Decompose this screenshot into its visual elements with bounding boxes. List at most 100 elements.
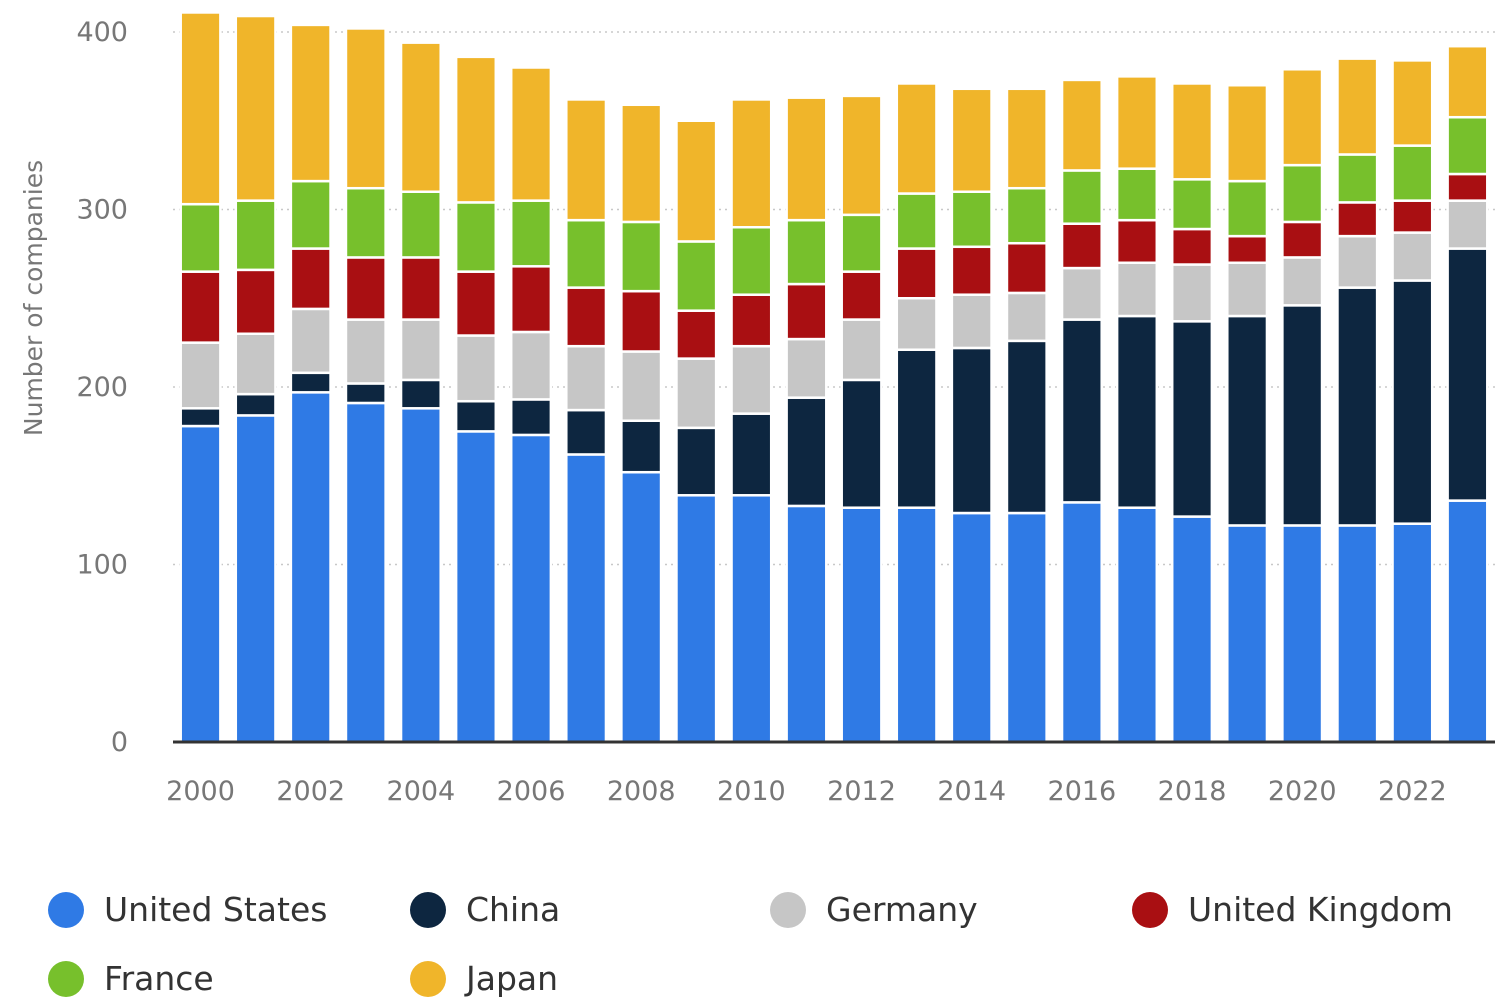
bar-segment bbox=[1170, 515, 1214, 744]
bar-segment bbox=[1170, 178, 1214, 231]
bar-segment bbox=[730, 293, 773, 348]
x-tick-label: 2014 bbox=[937, 776, 1006, 807]
bar-segment bbox=[399, 407, 442, 744]
bar-stack-2002 bbox=[289, 23, 332, 744]
bar-stack-2022 bbox=[1391, 59, 1434, 744]
bar-segment bbox=[289, 307, 332, 375]
y-tick-label: 0 bbox=[111, 727, 128, 758]
bar-segment bbox=[289, 23, 332, 183]
bar-segment bbox=[454, 270, 498, 337]
x-tick-label: 2000 bbox=[166, 776, 235, 807]
bar-segment bbox=[1391, 522, 1434, 744]
bar-stack-2018 bbox=[1170, 82, 1214, 744]
bar-segment bbox=[895, 506, 938, 744]
legend-label: Japan bbox=[466, 959, 559, 998]
bar-segment bbox=[509, 433, 553, 744]
legend-swatch bbox=[1132, 891, 1168, 928]
bar-segment bbox=[509, 66, 553, 202]
bar-segment bbox=[454, 201, 498, 273]
bar-stack-2021 bbox=[1336, 57, 1379, 744]
bar-segment bbox=[840, 378, 883, 509]
bar-segment bbox=[730, 494, 773, 744]
legend-label: China bbox=[466, 890, 561, 929]
legend-item[interactable]: Japan bbox=[410, 959, 558, 998]
bar-segment bbox=[785, 337, 828, 399]
bar-segment bbox=[234, 332, 277, 396]
bar-segment bbox=[565, 453, 608, 744]
bar-segment bbox=[950, 293, 993, 350]
bar-segment bbox=[399, 41, 442, 194]
bar-segment bbox=[1060, 501, 1103, 744]
gridlines bbox=[173, 31, 1495, 566]
bar-segment bbox=[1281, 304, 1324, 527]
y-axis-ticks: 0 100 200 300 400 bbox=[76, 17, 128, 758]
bar-segment bbox=[620, 419, 663, 474]
bar-stack-2017 bbox=[1115, 75, 1159, 744]
legend-item[interactable]: France bbox=[48, 959, 214, 998]
bar-segment bbox=[1336, 286, 1379, 527]
bar-segment bbox=[620, 350, 663, 422]
bar-stack-2011 bbox=[785, 96, 828, 744]
bar-segment bbox=[1336, 524, 1379, 744]
legend-label: France bbox=[104, 959, 214, 998]
bar-segment bbox=[289, 179, 332, 250]
bar-segment bbox=[840, 318, 883, 382]
bar-stack-2003 bbox=[344, 27, 387, 744]
bar-segment bbox=[1391, 279, 1434, 525]
bar-segment bbox=[840, 94, 883, 217]
bar-segment bbox=[234, 392, 277, 417]
bar-stack-2016 bbox=[1060, 78, 1103, 744]
bar-segment bbox=[454, 334, 498, 403]
legend-item[interactable]: China bbox=[410, 890, 560, 929]
bar-segment bbox=[234, 268, 277, 336]
bar-segment bbox=[1446, 44, 1489, 119]
bar-segment bbox=[234, 199, 277, 272]
bar-segment bbox=[344, 186, 387, 259]
bar-stack-2014 bbox=[950, 87, 993, 744]
bar-segment bbox=[1170, 263, 1214, 323]
bar-segment bbox=[785, 218, 828, 286]
legend-item[interactable]: United Kingdom bbox=[1132, 890, 1453, 929]
bar-segment bbox=[730, 226, 773, 296]
bar-segment bbox=[1336, 153, 1379, 204]
bar-segment bbox=[399, 190, 442, 259]
x-tick-label: 2006 bbox=[497, 776, 566, 807]
bar-segment bbox=[289, 371, 332, 394]
bar-segment bbox=[1170, 320, 1214, 518]
bar-stack-2010 bbox=[730, 98, 773, 744]
x-tick-label: 2016 bbox=[1048, 776, 1117, 807]
bar-segment bbox=[509, 330, 553, 401]
bar-segment bbox=[1281, 256, 1324, 307]
bar-segment bbox=[179, 11, 222, 206]
legend-swatch bbox=[410, 891, 446, 928]
bar-segment bbox=[1391, 231, 1434, 282]
bar-stack-2012 bbox=[840, 94, 883, 744]
bar-segment bbox=[840, 506, 883, 744]
bar-segment bbox=[1060, 169, 1103, 225]
bar-segment bbox=[1446, 499, 1489, 744]
legend-item[interactable]: United States bbox=[48, 890, 327, 929]
y-axis-label: Number of companies bbox=[19, 160, 48, 436]
bar-segment bbox=[950, 190, 993, 249]
legend-item[interactable]: Germany bbox=[770, 890, 978, 929]
bar-segment bbox=[454, 55, 498, 204]
y-tick-label: 400 bbox=[76, 17, 128, 48]
bar-segment bbox=[1226, 261, 1269, 318]
bar-segment bbox=[179, 407, 222, 428]
bar-segment bbox=[1391, 199, 1434, 234]
bar-segment bbox=[509, 265, 553, 334]
bar-segment bbox=[509, 398, 553, 437]
bar-segment bbox=[675, 494, 718, 744]
bar-segment bbox=[1446, 172, 1489, 202]
bar-segment bbox=[1281, 524, 1324, 744]
bar-segment bbox=[1336, 201, 1379, 238]
bar-segment bbox=[1391, 144, 1434, 202]
bar-segment bbox=[840, 270, 883, 321]
bar-segment bbox=[509, 199, 553, 268]
y-tick-label: 200 bbox=[76, 372, 128, 403]
bar-segment bbox=[730, 98, 773, 229]
bar-segment bbox=[1060, 222, 1103, 270]
bar-segment bbox=[1336, 234, 1379, 289]
bar-segment bbox=[1005, 186, 1048, 245]
